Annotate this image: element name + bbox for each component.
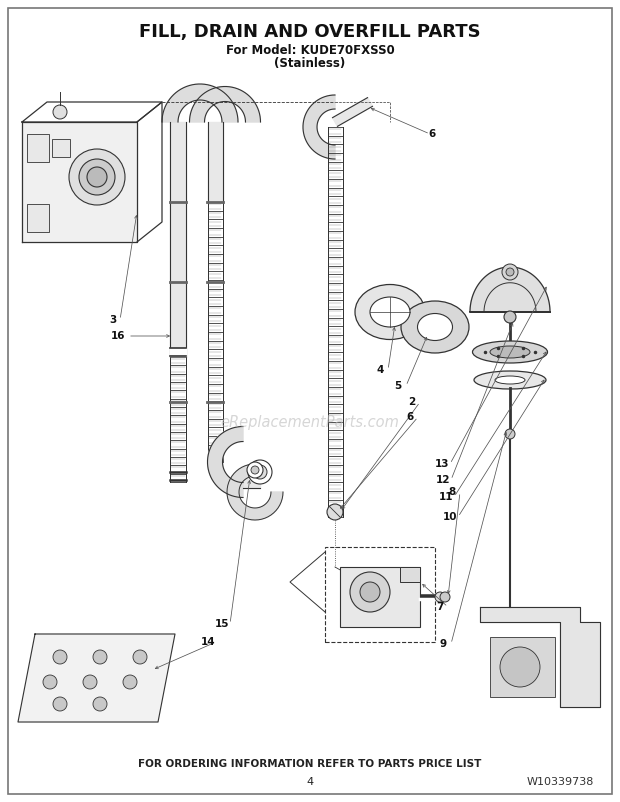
Polygon shape bbox=[303, 95, 335, 159]
Text: W10339738: W10339738 bbox=[526, 777, 594, 787]
Ellipse shape bbox=[355, 285, 425, 339]
Circle shape bbox=[43, 675, 57, 689]
Polygon shape bbox=[190, 87, 260, 122]
Polygon shape bbox=[208, 202, 223, 462]
Polygon shape bbox=[162, 84, 238, 122]
Polygon shape bbox=[470, 267, 550, 312]
Circle shape bbox=[435, 592, 445, 602]
Bar bbox=[400, 567, 420, 582]
Bar bbox=[490, 637, 555, 697]
Text: 11: 11 bbox=[439, 492, 453, 502]
Text: 10: 10 bbox=[443, 512, 458, 522]
Text: 12: 12 bbox=[436, 475, 450, 485]
Ellipse shape bbox=[370, 297, 410, 327]
Polygon shape bbox=[208, 122, 223, 202]
Circle shape bbox=[247, 462, 263, 478]
Polygon shape bbox=[22, 122, 137, 242]
Ellipse shape bbox=[490, 346, 530, 358]
Circle shape bbox=[53, 105, 67, 119]
Circle shape bbox=[53, 697, 67, 711]
Text: 16: 16 bbox=[111, 331, 125, 341]
Circle shape bbox=[350, 572, 390, 612]
Text: 13: 13 bbox=[435, 459, 449, 469]
Bar bbox=[170, 348, 186, 356]
Polygon shape bbox=[243, 476, 260, 488]
Text: 6: 6 bbox=[428, 129, 436, 139]
Circle shape bbox=[79, 159, 115, 195]
Circle shape bbox=[133, 650, 147, 664]
Text: FILL, DRAIN AND OVERFILL PARTS: FILL, DRAIN AND OVERFILL PARTS bbox=[139, 23, 481, 41]
Circle shape bbox=[93, 650, 107, 664]
Polygon shape bbox=[170, 122, 186, 357]
Ellipse shape bbox=[495, 376, 525, 384]
Ellipse shape bbox=[474, 371, 546, 389]
Polygon shape bbox=[227, 464, 283, 520]
Circle shape bbox=[505, 429, 515, 439]
Polygon shape bbox=[332, 98, 373, 127]
Text: 9: 9 bbox=[440, 639, 446, 649]
Text: 15: 15 bbox=[215, 619, 229, 629]
Bar bbox=[340, 567, 420, 627]
Text: 5: 5 bbox=[394, 381, 402, 391]
Text: 14: 14 bbox=[201, 637, 215, 647]
Circle shape bbox=[253, 465, 267, 479]
Polygon shape bbox=[480, 607, 600, 707]
Circle shape bbox=[251, 466, 259, 474]
Circle shape bbox=[93, 697, 107, 711]
Circle shape bbox=[502, 264, 518, 280]
Text: 4: 4 bbox=[306, 777, 314, 787]
Text: (Stainless): (Stainless) bbox=[275, 56, 345, 70]
Circle shape bbox=[87, 167, 107, 187]
Ellipse shape bbox=[417, 314, 453, 341]
Text: 2: 2 bbox=[409, 397, 415, 407]
Polygon shape bbox=[170, 357, 186, 482]
Circle shape bbox=[506, 268, 514, 276]
Bar bbox=[52, 139, 70, 157]
Circle shape bbox=[53, 650, 67, 664]
Bar bbox=[27, 204, 49, 232]
Text: 7: 7 bbox=[436, 602, 444, 612]
Circle shape bbox=[83, 675, 97, 689]
Polygon shape bbox=[327, 127, 342, 517]
Polygon shape bbox=[208, 427, 243, 497]
Circle shape bbox=[500, 647, 540, 687]
Text: 4: 4 bbox=[376, 365, 384, 375]
Circle shape bbox=[248, 460, 272, 484]
Text: 8: 8 bbox=[448, 487, 456, 497]
Text: FOR ORDERING INFORMATION REFER TO PARTS PRICE LIST: FOR ORDERING INFORMATION REFER TO PARTS … bbox=[138, 759, 482, 769]
Text: For Model: KUDE70FXSS0: For Model: KUDE70FXSS0 bbox=[226, 43, 394, 56]
Text: eReplacementParts.com: eReplacementParts.com bbox=[221, 415, 399, 430]
Circle shape bbox=[440, 592, 450, 602]
Circle shape bbox=[504, 311, 516, 323]
Text: 6: 6 bbox=[406, 412, 414, 422]
Ellipse shape bbox=[472, 341, 547, 363]
Circle shape bbox=[123, 675, 137, 689]
Polygon shape bbox=[18, 634, 175, 722]
Circle shape bbox=[69, 149, 125, 205]
Circle shape bbox=[327, 504, 343, 520]
Ellipse shape bbox=[401, 301, 469, 353]
Text: 3: 3 bbox=[109, 315, 117, 325]
Bar bbox=[27, 134, 49, 162]
Circle shape bbox=[360, 582, 380, 602]
